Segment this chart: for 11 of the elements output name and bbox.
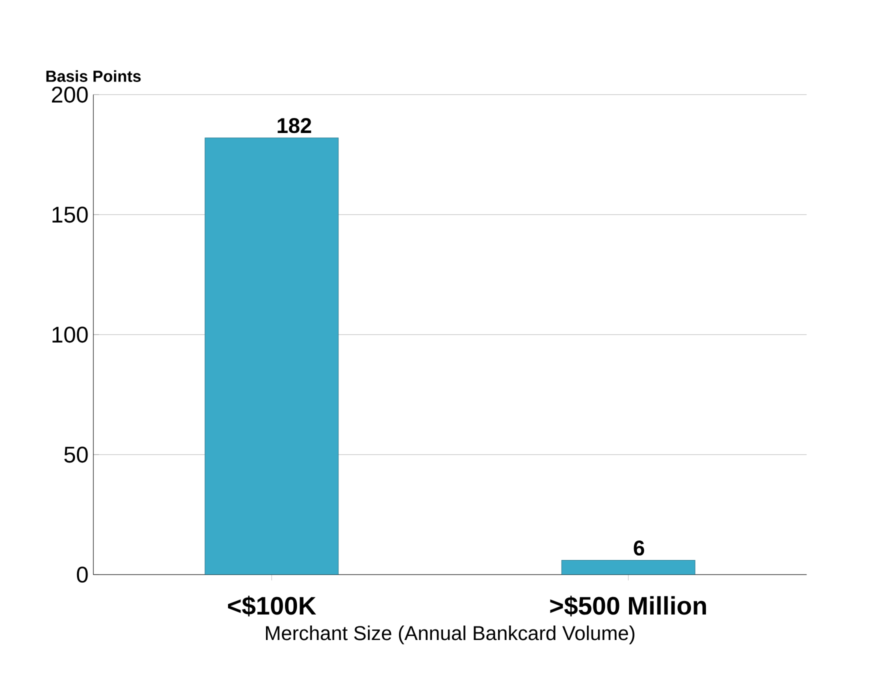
data-label: 6 <box>634 540 644 556</box>
x-tick-label: <$100K <box>228 596 316 616</box>
x-axis-title: Merchant Size (Annual Bankcard Volume) <box>266 626 634 644</box>
x-tick-label: >$500 Million <box>550 596 706 616</box>
y-axis-title: Basis Points <box>46 70 141 82</box>
y-tick-label: 150 <box>52 206 88 223</box>
y-tick-label: 0 <box>76 566 88 583</box>
y-tick-label: 100 <box>52 326 88 343</box>
y-tick-label: 200 <box>52 86 88 103</box>
y-tick-label: 50 <box>64 446 88 463</box>
data-label: 182 <box>278 118 312 134</box>
